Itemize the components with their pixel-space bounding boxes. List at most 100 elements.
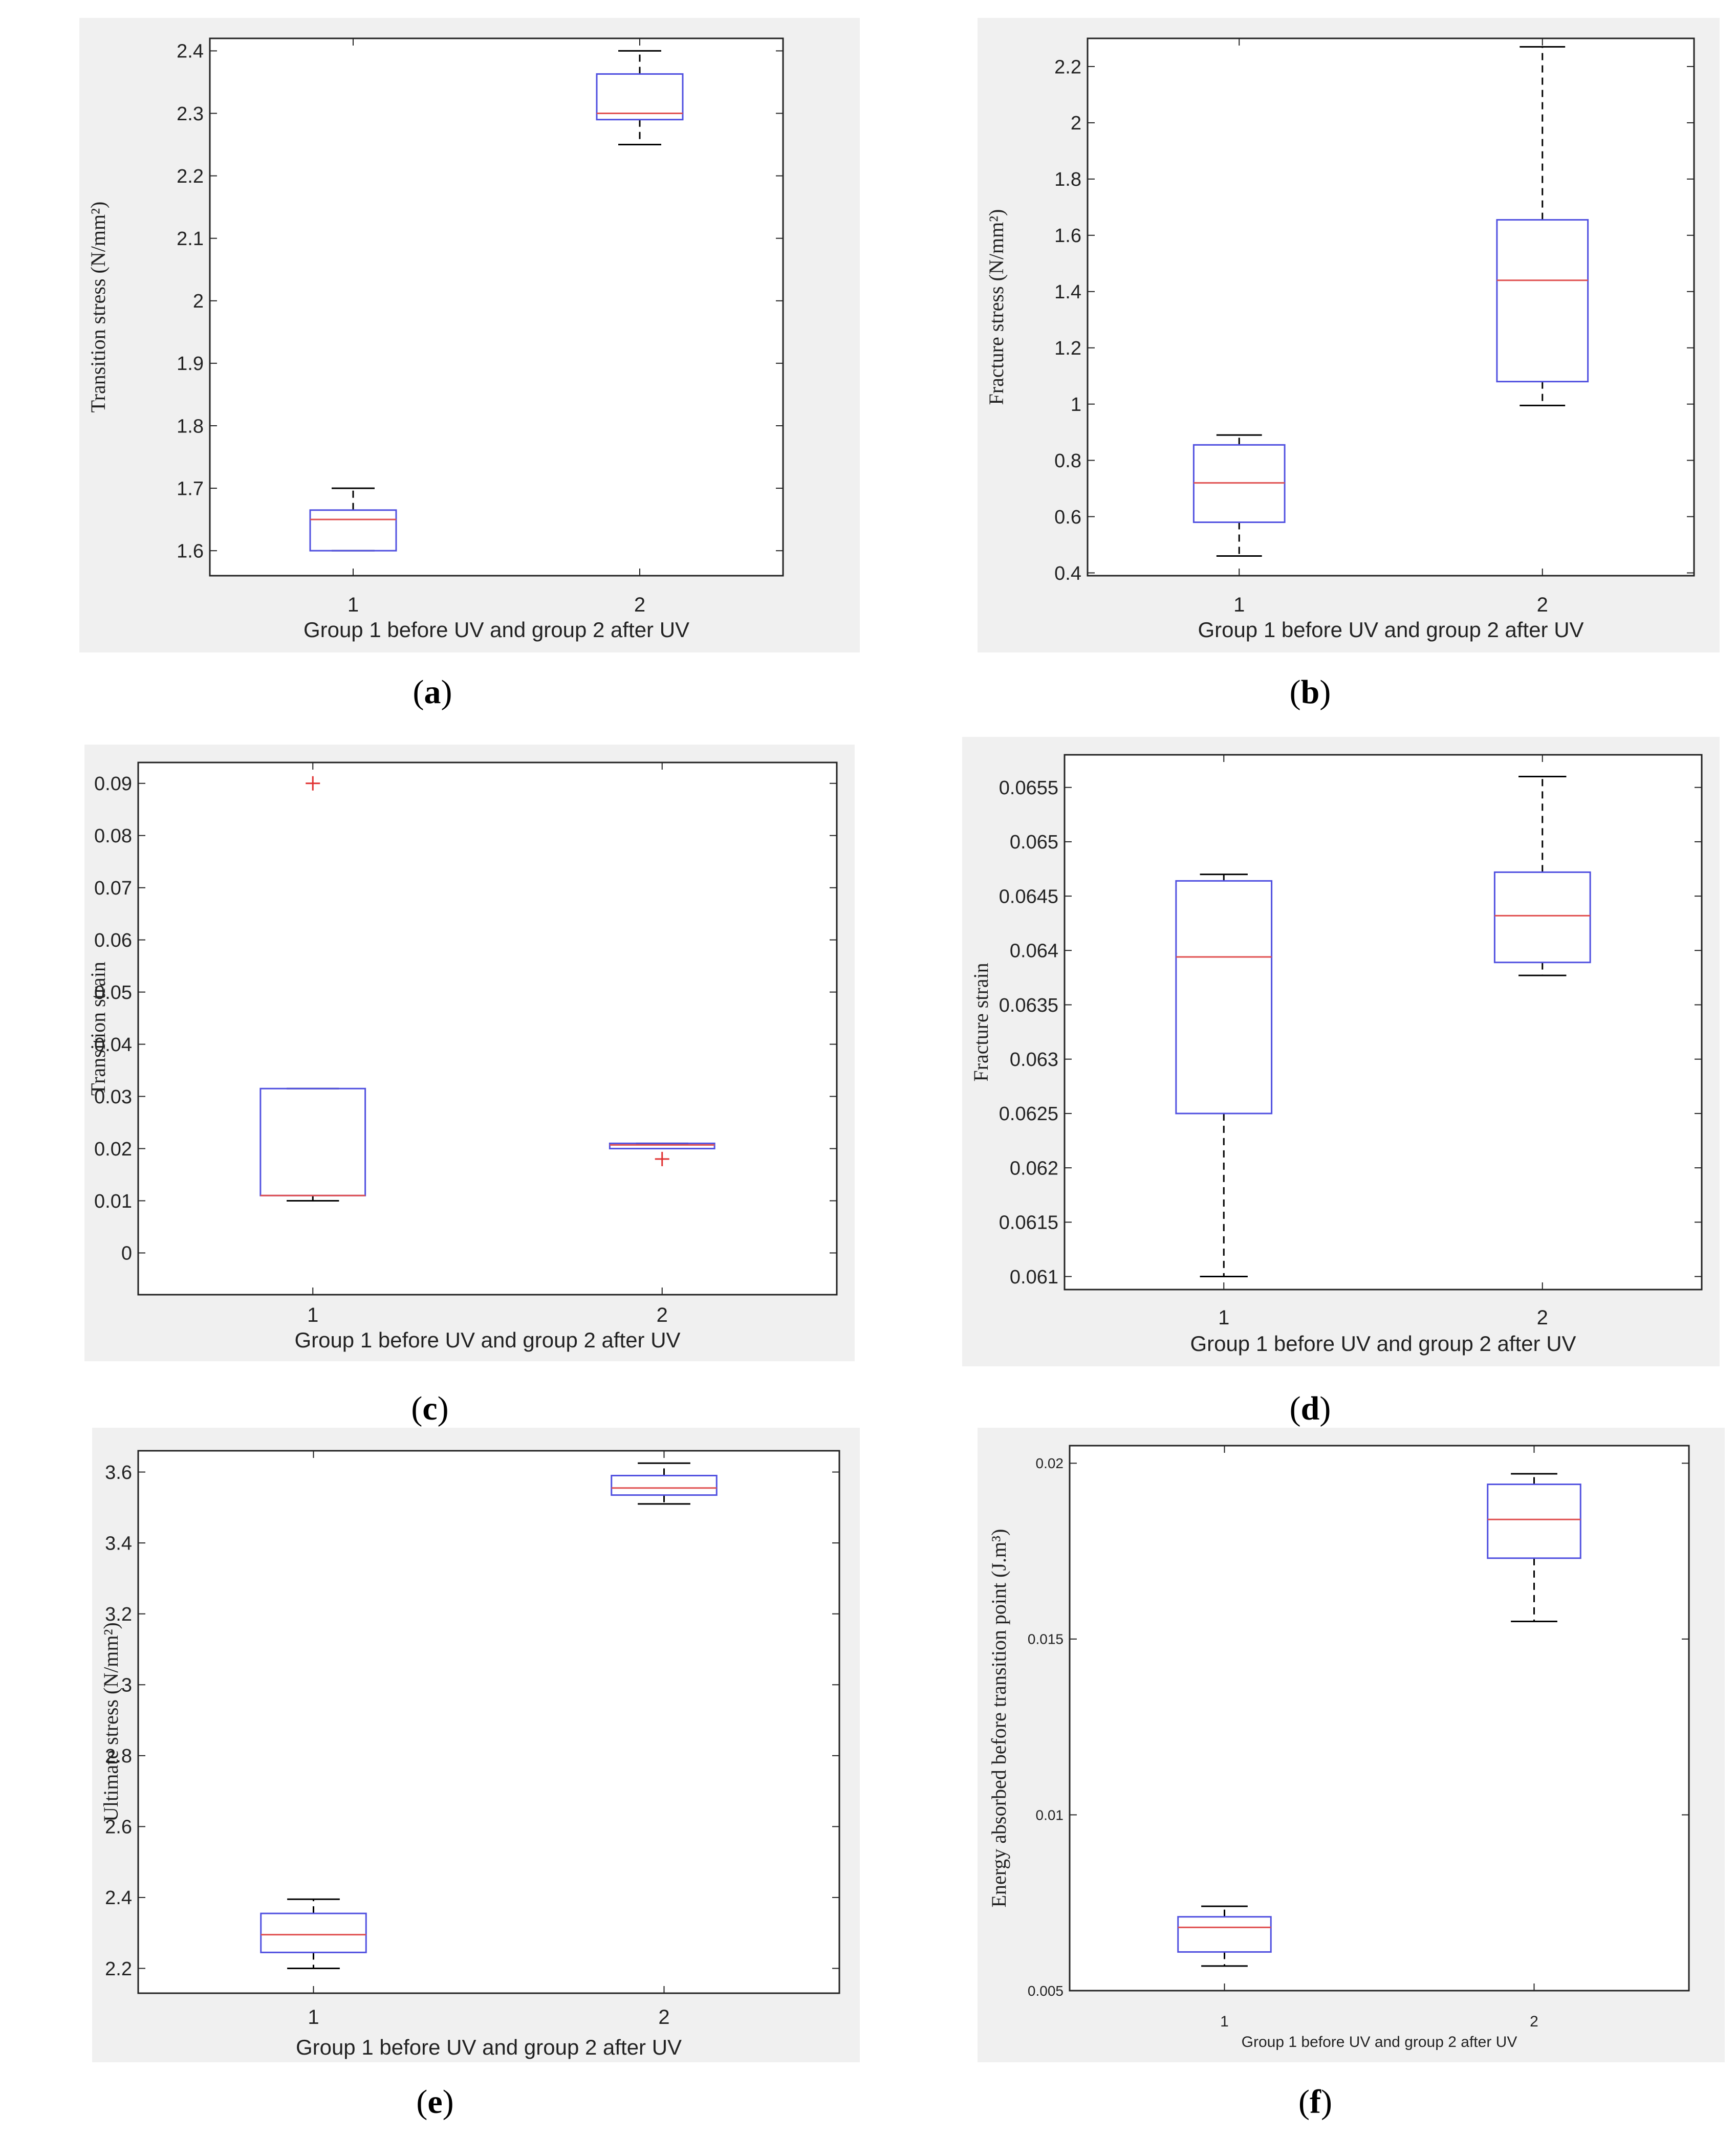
y-tick-label: 2.2 [105, 1958, 132, 1980]
x-tick-label: 2 [1537, 594, 1548, 616]
box-group-1 [1175, 874, 1273, 1278]
box-group-1 [259, 776, 366, 1202]
y-tick-label: 0.0655 [999, 777, 1058, 799]
y-tick-label: 0.0625 [999, 1103, 1058, 1125]
x-tick-label: 2 [657, 1304, 668, 1326]
box-group-2 [1496, 46, 1589, 406]
plot-area [1087, 37, 1695, 577]
y-tick-label: 2.1 [177, 228, 204, 250]
box-iqr [260, 1912, 367, 1953]
box-group-2 [1487, 1473, 1581, 1623]
box-iqr [1175, 880, 1273, 1115]
caption-b-letter: b [1300, 673, 1320, 711]
y-tick-label: 0.061 [1010, 1267, 1058, 1288]
y-tick-label: 0.015 [1028, 1631, 1064, 1647]
y-tick-label: 2.4 [105, 1887, 132, 1909]
x-axis-label: Group 1 before UV and group 2 after UV [1242, 2034, 1517, 2051]
x-tick-label: 2 [1537, 1306, 1548, 1329]
x-axis-label: Group 1 before UV and group 2 after UV [294, 1328, 680, 1352]
box-group-1 [1177, 1905, 1272, 1967]
box-group-1 [309, 487, 397, 552]
x-tick-label: 1 [1233, 594, 1245, 616]
box-iqr [596, 73, 684, 121]
y-tick-label: 0.064 [1010, 941, 1058, 962]
y-tick-label: 2.6 [105, 1817, 132, 1838]
box-iqr [609, 1142, 715, 1150]
x-tick-label: 2 [1530, 2013, 1538, 2030]
caption-f: (f) [1298, 2083, 1332, 2121]
y-tick-label: 2 [193, 291, 204, 312]
y-tick-label: 0.0635 [999, 995, 1058, 1016]
y-tick-label: 3.2 [105, 1604, 132, 1625]
y-tick-label: 0.06 [94, 930, 132, 951]
y-tick-label: 0.0645 [999, 886, 1058, 907]
y-tick-label: 1.9 [177, 353, 204, 375]
y-tick-label: 0.8 [1054, 450, 1081, 472]
chart-d: 0.061 0.0615 0.062 0.0625 0.063 0.0635 0.064 0.… [962, 737, 1720, 1366]
box-iqr [1487, 1484, 1581, 1559]
y-tick-label: 0.4 [1054, 563, 1081, 584]
y-axis-label: Energy absorbed before transition point … [987, 1529, 1010, 1908]
plot-area [137, 761, 838, 1296]
y-tick-label: 3.4 [105, 1533, 132, 1554]
y-tick-label: 2.4 [177, 41, 204, 62]
x-axis-label: Group 1 before UV and group 2 after UV [303, 618, 689, 642]
x-tick-label: 2 [658, 2006, 669, 2029]
plot-area [1069, 1445, 1690, 1992]
box-group-2 [609, 1142, 715, 1166]
x-tick-label: 1 [308, 2006, 319, 2029]
panel-b: 0.4 0.6 0.8 1 1.2 1.4 1.6 1.8 2 2.2 1 2 Group 1 befo… [978, 18, 1720, 652]
caption-d: (d) [1289, 1390, 1331, 1427]
caption-b: (b) [1289, 673, 1331, 711]
chart-c: 0 0.01 0.02 0.03 0.04 0.05 0.06 0.07 0.08 0.09 1 2G… [84, 745, 855, 1361]
caption-e: (e) [416, 2083, 454, 2121]
plot-area [1064, 754, 1703, 1291]
y-tick-label: 2.8 [105, 1746, 132, 1767]
y-tick-label: 0.01 [1036, 1807, 1064, 1823]
panel-f: 0.005 0.01 0.015 0.02 1 2 Group 1 before UV an… [978, 1428, 1725, 2062]
y-tick-label: 2.3 [177, 103, 204, 125]
x-tick-label: 1 [1218, 1306, 1229, 1329]
caption-c-letter: c [422, 1390, 438, 1427]
y-tick-label: 0.0615 [999, 1212, 1058, 1234]
caption-e-letter: e [427, 2083, 443, 2121]
y-axis-label: Transition stress (N/mm²) [86, 202, 110, 413]
x-axis-label: Group 1 before UV and group 2 after UV [1190, 1332, 1576, 1356]
outlier-marker [306, 776, 320, 791]
box-iqr [1177, 1916, 1272, 1953]
y-tick-label: 3.6 [105, 1462, 132, 1484]
caption-f-letter: f [1310, 2083, 1321, 2121]
y-axis-label: Fracture strain [969, 963, 992, 1081]
y-tick-label: 1 [1071, 394, 1081, 416]
y-tick-label: 1.7 [177, 478, 204, 499]
panel-c: 0 0.01 0.02 0.03 0.04 0.05 0.06 0.07 0.08 0.09 1 2 G… [84, 745, 855, 1361]
y-tick-label: 0.065 [1010, 832, 1058, 853]
box-iqr [1496, 219, 1589, 383]
y-tick-label: 0.09 [94, 773, 132, 795]
x-tick-label: 1 [307, 1304, 318, 1326]
y-tick-label: 0.02 [94, 1139, 132, 1160]
chart-e: 2.2 2.4 2.6 2.8 3 3.2 3.4 3.6 1 2 Group 1 before U… [92, 1428, 860, 2062]
x-axis-label: Group 1 before UV and group 2 after UV [296, 2035, 682, 2059]
y-tick-label: 0.6 [1054, 507, 1081, 528]
caption-a: (a) [413, 673, 452, 711]
y-tick-label: 0.01 [94, 1191, 132, 1212]
y-tick-label: 1.8 [1054, 169, 1081, 190]
box-iqr [309, 509, 397, 552]
y-tick-label: 1.8 [177, 416, 204, 437]
plot-area [209, 37, 784, 577]
panel-a: 1.6 1.7 1.8 1.9 2 2.1 2.2 2.3 2.4 1 2 Group 1 befor… [79, 18, 860, 652]
y-axis-label: Ultimate stress (N/mm²) [99, 1622, 122, 1822]
y-tick-label: 3 [121, 1675, 132, 1696]
y-tick-label: 2.2 [1054, 56, 1081, 78]
y-tick-label: 2 [1071, 113, 1081, 134]
y-tick-label: 0.04 [94, 1034, 132, 1056]
y-tick-label: 0.005 [1028, 1983, 1064, 1999]
y-tick-label: 2.2 [177, 166, 204, 187]
outlier-marker [655, 1151, 669, 1166]
y-axis-label: Transition strain [86, 962, 110, 1096]
y-tick-label: 1.4 [1054, 281, 1081, 303]
panel-d: 0.061 0.0615 0.062 0.0625 0.063 0.0635 0.064 0.… [962, 737, 1720, 1366]
